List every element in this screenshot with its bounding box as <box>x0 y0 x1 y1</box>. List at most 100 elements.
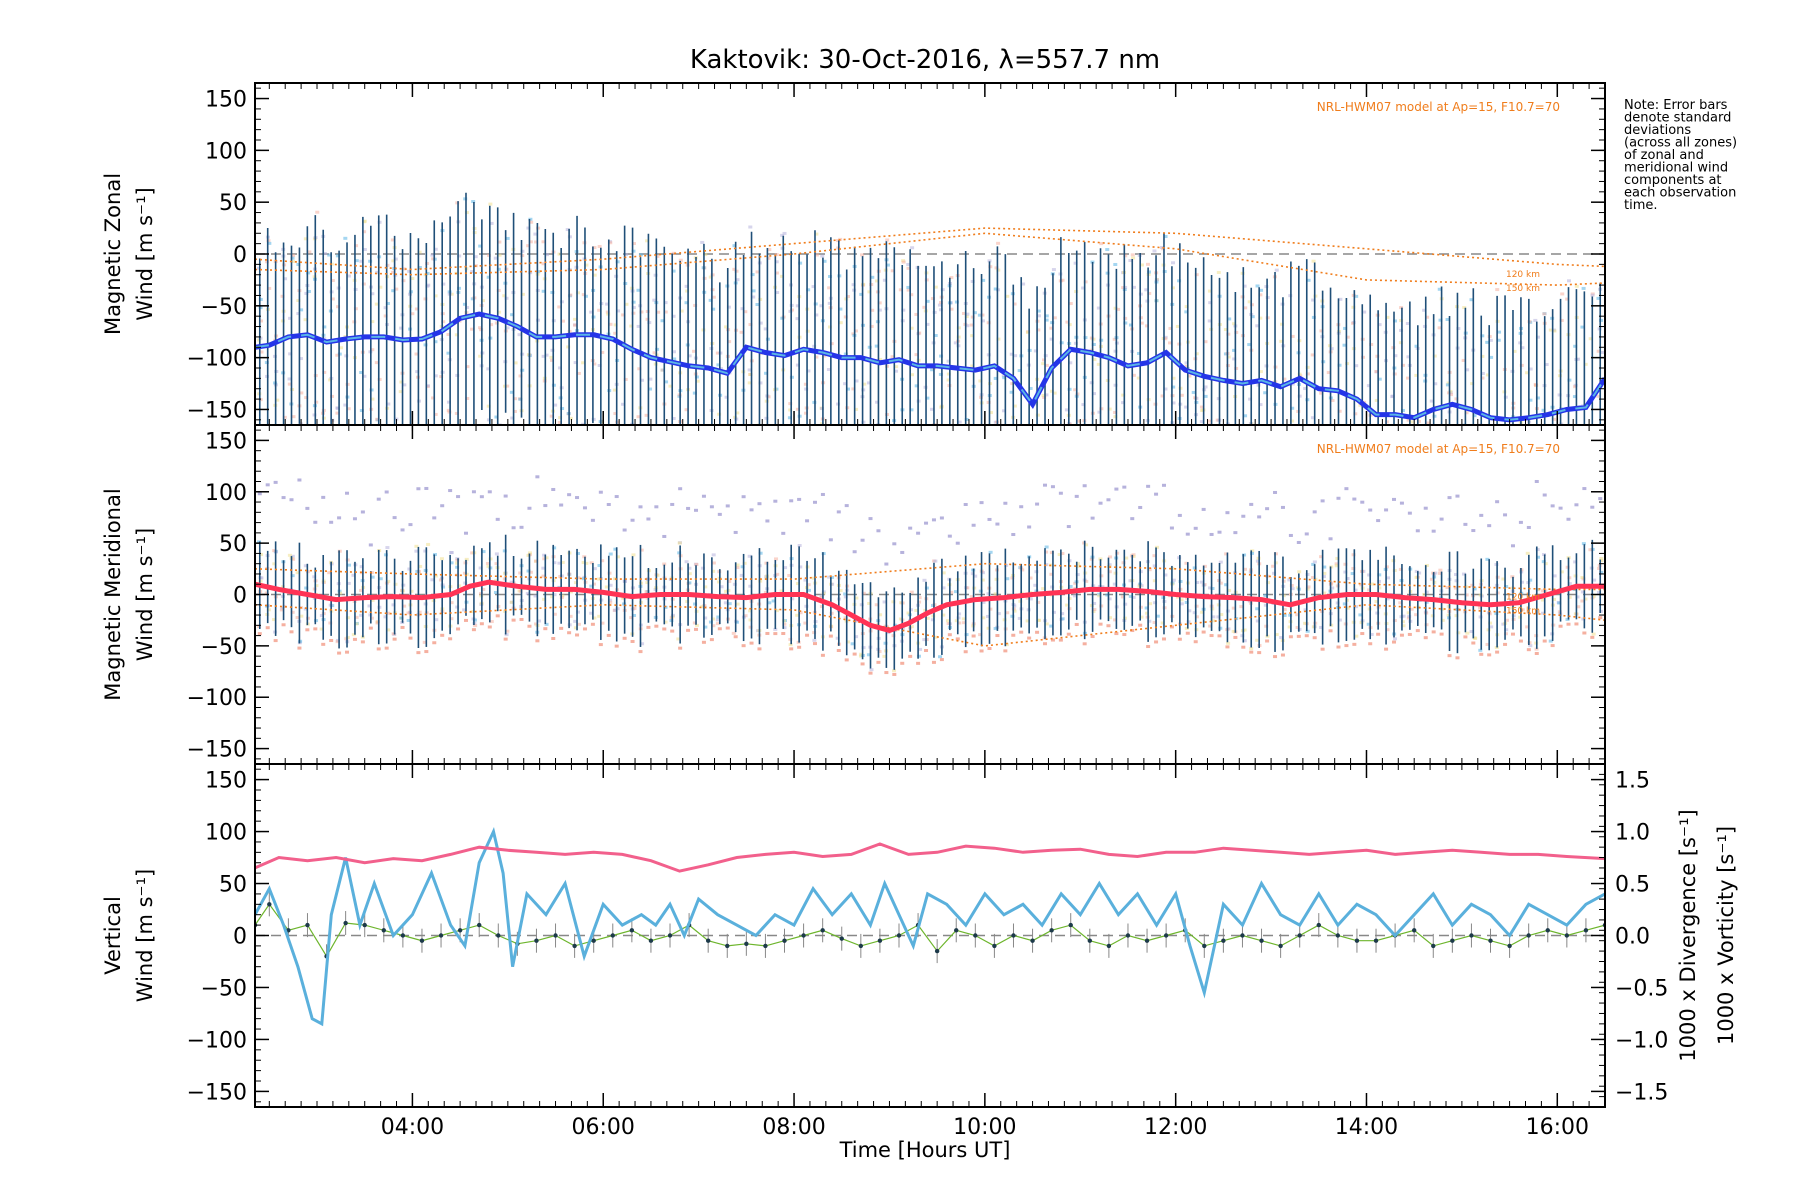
zone-point <box>702 430 706 433</box>
zone-point <box>930 618 935 622</box>
zone-point <box>709 505 714 509</box>
zone-point <box>901 308 906 312</box>
zone-point <box>988 607 993 611</box>
zone-point <box>1505 464 1509 467</box>
zone-point <box>575 291 580 295</box>
zone-point <box>1455 437 1459 440</box>
zone-point <box>1116 307 1121 311</box>
zone-point <box>644 413 649 417</box>
zone-point <box>1084 543 1089 547</box>
zone-point <box>1012 404 1017 408</box>
zone-point <box>1005 294 1010 298</box>
zone-point <box>631 249 636 253</box>
zone-point <box>763 327 768 331</box>
zone-point <box>822 259 827 263</box>
zone-point <box>900 550 905 554</box>
zone-point <box>1018 473 1022 476</box>
zone-point <box>1470 503 1474 506</box>
zone-point <box>1297 394 1302 398</box>
zone-point <box>1099 407 1104 411</box>
zone-point <box>843 352 848 356</box>
zone-point <box>1345 606 1350 610</box>
zone-point <box>925 322 930 326</box>
zone-point <box>1297 428 1301 431</box>
zone-point <box>1462 306 1467 310</box>
zone-point <box>1058 638 1063 642</box>
zone-point <box>1406 376 1411 380</box>
zone-point <box>639 548 644 552</box>
zone-point <box>1552 329 1557 333</box>
zone-point <box>811 576 816 580</box>
zone-point <box>1432 487 1436 490</box>
zone-point <box>1271 564 1276 568</box>
zone-point <box>1591 594 1596 598</box>
y-tick-label: −50 <box>201 295 247 320</box>
zone-point <box>335 411 340 415</box>
zone-point <box>860 538 865 542</box>
zone-point <box>843 382 848 386</box>
zone-point <box>1541 488 1545 491</box>
zone-point <box>1075 573 1080 577</box>
zone-point <box>418 564 423 568</box>
zone-point <box>322 370 327 374</box>
zone-point <box>1417 497 1421 500</box>
zone-point <box>1184 600 1189 604</box>
vertical-wind-point <box>1335 933 1341 938</box>
zone-point <box>600 420 605 424</box>
zone-point <box>1279 339 1284 343</box>
zone-point <box>965 586 970 590</box>
zone-point <box>1344 644 1349 648</box>
zone-point <box>1076 419 1081 423</box>
zone-point <box>938 655 943 659</box>
zone-point <box>830 575 835 579</box>
zone-point <box>1058 447 1062 450</box>
zone-point <box>1536 500 1540 503</box>
zone-point <box>335 353 340 357</box>
zone-point <box>986 592 991 596</box>
zone-point <box>687 354 692 358</box>
zone-point <box>672 440 676 443</box>
zone-point <box>877 301 882 305</box>
zone-point <box>1161 483 1166 487</box>
zone-point <box>557 252 562 256</box>
zone-point <box>970 334 975 338</box>
zone-point <box>1231 606 1236 610</box>
zone-point <box>367 604 372 608</box>
zone-point <box>1440 618 1445 622</box>
zone-point <box>567 631 572 635</box>
zone-point <box>496 267 501 271</box>
zone-point <box>938 308 943 312</box>
zone-point <box>449 561 454 565</box>
zone-point <box>391 632 396 636</box>
zone-point <box>743 310 748 314</box>
zone-point <box>1540 598 1545 602</box>
zone-point <box>971 523 976 527</box>
zone-point <box>1517 538 1521 541</box>
zone-point <box>735 278 740 282</box>
zone-point <box>917 444 921 447</box>
zone-point <box>259 319 264 323</box>
zone-point <box>1398 341 1403 345</box>
zone-point <box>1328 629 1333 633</box>
zone-point <box>894 369 899 373</box>
zone-point <box>1596 349 1601 353</box>
zone-point <box>780 316 785 320</box>
zone-point <box>418 441 422 444</box>
zone-point <box>1203 385 1208 389</box>
zone-point <box>1171 261 1176 265</box>
zone-point <box>362 220 367 224</box>
zone-point <box>272 549 277 553</box>
zone-point <box>1226 355 1231 359</box>
zone-point <box>916 661 921 665</box>
zone-point <box>1598 497 1603 501</box>
zone-point <box>748 372 753 376</box>
zone-point <box>758 321 763 325</box>
zone-point <box>980 578 985 582</box>
zone-point <box>511 526 516 530</box>
zone-point <box>1551 518 1555 521</box>
zone-point <box>725 504 730 508</box>
zone-point <box>1551 597 1556 601</box>
zone-point <box>433 294 438 298</box>
zone-point <box>1542 312 1547 316</box>
y-tick-label: 100 <box>205 481 247 506</box>
